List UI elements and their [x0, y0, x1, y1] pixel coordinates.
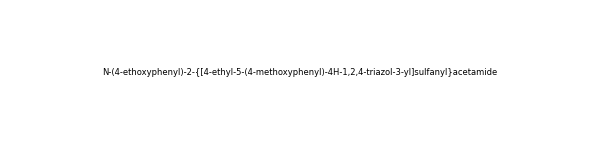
Text: N-(4-ethoxyphenyl)-2-{[4-ethyl-5-(4-methoxyphenyl)-4H-1,2,4-triazol-3-yl]sulfany: N-(4-ethoxyphenyl)-2-{[4-ethyl-5-(4-meth…	[103, 68, 497, 77]
